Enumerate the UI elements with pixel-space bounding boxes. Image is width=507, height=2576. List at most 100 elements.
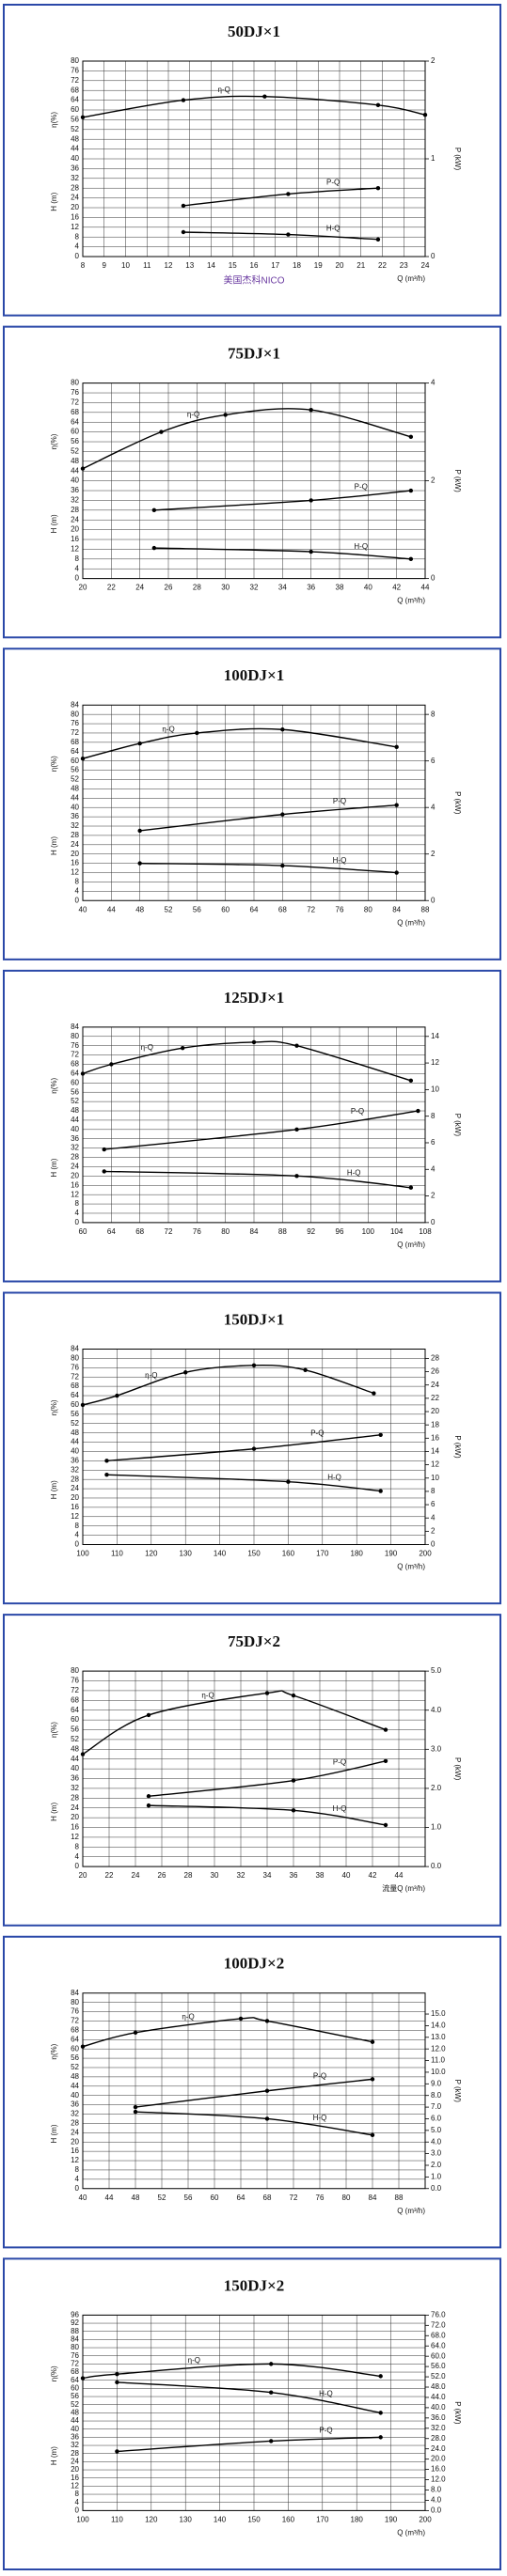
x-tick-label: 92	[307, 1227, 315, 1236]
y-tick-label: 20	[71, 2465, 79, 2474]
marker	[146, 1794, 151, 1799]
y2-tick-label: 64.0	[431, 2341, 446, 2350]
y-tick-label: 52	[71, 1735, 79, 1743]
y-tick-label: 48	[71, 1106, 79, 1115]
marker	[269, 2439, 274, 2443]
x-tick-label: 56	[193, 905, 201, 913]
y-tick-label: 48	[71, 2072, 79, 2081]
series-label: H-Q	[319, 2390, 333, 2398]
x-tick-label: 110	[111, 2515, 123, 2523]
y-tick-label: 36	[71, 1774, 79, 1783]
y-tick-label: 40	[71, 1125, 79, 1133]
y-tick-label: 0	[75, 896, 80, 904]
chart-title: 150DJ×1	[224, 1310, 284, 1328]
y-tick-label: 48	[71, 1744, 79, 1753]
y-tick-label: 80	[71, 56, 79, 65]
y-tick-label: 24	[71, 194, 79, 202]
x-tick-label: 38	[316, 1871, 325, 1880]
x-tick-label: 38	[336, 584, 344, 592]
x-tick-label: 76	[316, 2194, 325, 2202]
marker	[251, 1039, 257, 1045]
series-label: η-Q	[162, 726, 174, 734]
y2-tick-label: 8.0	[431, 2091, 442, 2100]
marker	[262, 94, 267, 99]
marker	[195, 730, 199, 736]
x-axis-label: Q (m³/h)	[397, 1241, 425, 1249]
y-tick-label: 76	[71, 388, 79, 397]
y-tick-label: 72	[71, 2017, 79, 2025]
y-tick-label: 12	[71, 545, 79, 554]
y-tick-label: 64	[71, 747, 79, 756]
x-axis-label: Q (m³/h)	[397, 918, 425, 927]
x-tick-label: 42	[369, 1871, 377, 1880]
marker	[80, 1752, 86, 1756]
series-label: P-Q	[355, 482, 368, 491]
marker	[80, 466, 86, 471]
y-tick-label: 16	[71, 2147, 79, 2155]
x-axis-label: Q (m³/h)	[397, 2528, 425, 2537]
y2-tick-label: 0	[431, 896, 436, 904]
marker	[151, 507, 157, 513]
marker	[383, 1758, 388, 1764]
panel-border	[3, 325, 501, 639]
y2-tick-label: 36.0	[431, 2413, 446, 2422]
y-tick-label: 8	[75, 232, 80, 241]
y-axis-label: H (m)	[50, 514, 58, 533]
y-tick-label: 72	[71, 728, 79, 737]
marker	[133, 2104, 138, 2110]
chart-panel: 75DJ×20481216202428323640444852566064687…	[3, 1614, 501, 1927]
y-tick-label: 44	[71, 1116, 79, 1124]
x-tick-label: 22	[107, 584, 116, 592]
plot-border	[82, 1349, 426, 1545]
y-tick-label: 96	[71, 2310, 79, 2318]
y-tick-label: 16	[71, 859, 79, 867]
y2-tick-label: 16	[431, 1433, 439, 1442]
y-tick-label: 12	[71, 223, 79, 231]
y2-tick-label: 20	[431, 1407, 439, 1415]
x-tick-label: 28	[184, 1871, 193, 1880]
y-tick-label: 32	[71, 1465, 79, 1474]
x-tick-label: 80	[364, 905, 372, 913]
y-tick-label: 16	[71, 1503, 79, 1511]
x-tick-label: 190	[385, 2515, 398, 2523]
y-tick-label: 32	[71, 174, 79, 182]
marker	[394, 744, 399, 750]
x-tick-label: 200	[419, 1550, 432, 1558]
series-label: P-Q	[313, 2072, 326, 2081]
x-tick-label: 32	[237, 1871, 246, 1880]
series-label: P-Q	[326, 178, 340, 186]
y2-tick-label: 14	[431, 1447, 439, 1456]
series-label: η-Q	[141, 1043, 153, 1052]
series-label: P-Q	[333, 797, 346, 805]
x-tick-label: 30	[221, 584, 230, 592]
y-tick-label: 76	[71, 1677, 79, 1685]
x-tick-label: 180	[351, 2515, 364, 2523]
x-tick-label: 13	[185, 261, 194, 270]
x-tick-label: 14	[207, 261, 215, 270]
y-tick-label: 12	[71, 2156, 79, 2164]
marker	[146, 1803, 151, 1808]
chart-title: 100DJ×1	[224, 666, 284, 684]
series-label: P-Q	[319, 2427, 332, 2435]
y2-tick-label: 3.0	[431, 1744, 442, 1753]
x-tick-label: 15	[229, 261, 237, 270]
y2-axis-label: P (kW)	[453, 1435, 462, 1459]
y-tick-label: 8	[75, 1842, 80, 1850]
x-axis-label: Q (m³/h)	[397, 2207, 425, 2215]
y2-tick-label: 10	[431, 1085, 439, 1093]
y-tick-label: 32	[71, 821, 79, 830]
y-tick-label: 4	[75, 564, 80, 572]
marker	[280, 727, 285, 732]
y-tick-label: 36	[71, 2432, 79, 2441]
y-tick-label: 12	[71, 1190, 79, 1198]
y-tick-label: 40	[71, 154, 79, 163]
marker	[286, 1479, 291, 1484]
marker	[137, 861, 142, 866]
x-tick-label: 40	[79, 2194, 87, 2202]
x-tick-label: 34	[278, 584, 287, 592]
y-tick-label: 24	[71, 1163, 79, 1171]
x-tick-label: 170	[316, 2515, 329, 2523]
y-tick-label: 64	[71, 1069, 79, 1078]
series-label: η-Q	[188, 2356, 200, 2365]
y2-tick-label: 5.0	[431, 2126, 442, 2134]
